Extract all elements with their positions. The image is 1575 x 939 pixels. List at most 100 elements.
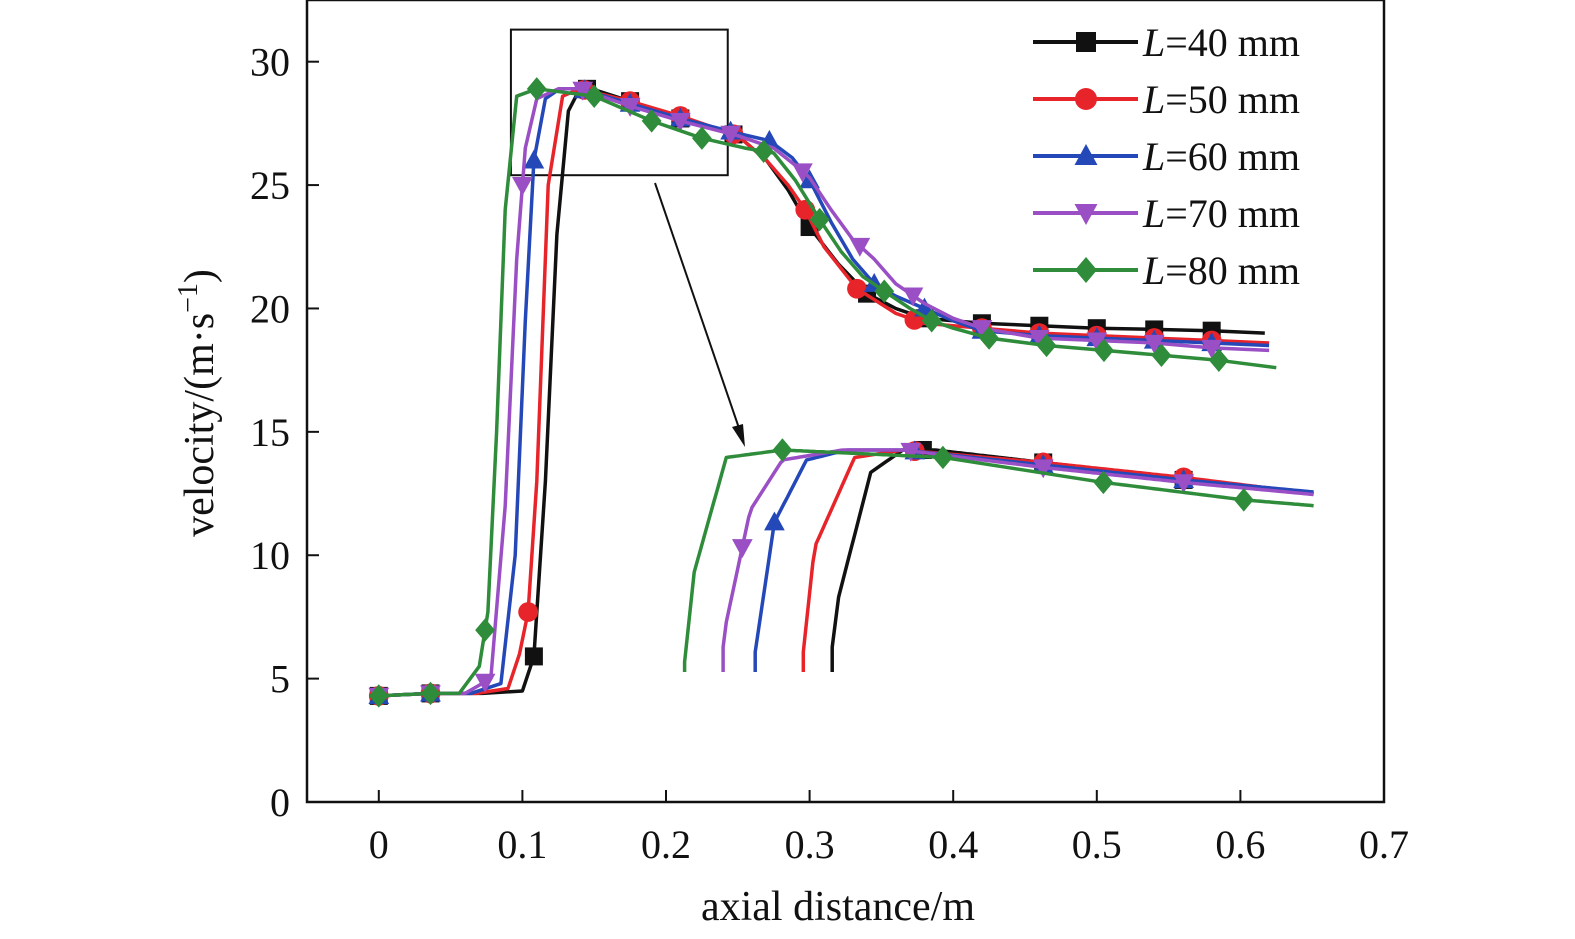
legend-label-variable: L (1142, 20, 1165, 65)
series-line (378, 87, 1270, 698)
data-point (1036, 333, 1057, 358)
y-tick-label: 30 (250, 40, 290, 85)
legend-label-variable: L (1142, 134, 1165, 179)
inset-series-line (753, 448, 1314, 672)
inset-series (753, 440, 1314, 672)
legend-marker (1074, 204, 1098, 225)
data-point (849, 237, 871, 257)
legend-marker (1075, 88, 1097, 110)
data-point (692, 126, 712, 150)
legend-label-value: =70 mm (1165, 191, 1300, 236)
series-40mm (369, 79, 1265, 705)
inset-data-point (772, 438, 793, 462)
x-tick-label: 0 (369, 822, 389, 867)
data-point (1094, 338, 1114, 363)
ticks: 0 0.1 0.2 0.3 0.4 0.5 0.6 0.7 0 5 10 15 20 25 30 (250, 40, 1409, 867)
series-line (378, 87, 1277, 698)
data-point (518, 602, 539, 622)
legend-label-variable: L (1142, 77, 1165, 122)
data-point (526, 77, 547, 101)
legend-label: L=40 mm (1142, 20, 1300, 65)
legend-marker (1076, 32, 1096, 52)
legend-label-variable: L (1142, 191, 1165, 236)
legend-label-value: =60 mm (1165, 134, 1300, 179)
legend-marker (1074, 144, 1098, 165)
data-point (524, 647, 543, 666)
inset-data-point (1233, 488, 1254, 512)
inset-series (721, 442, 1314, 672)
data-point (512, 176, 533, 196)
data-point (979, 326, 999, 350)
data-point (641, 109, 662, 133)
data-point (619, 98, 641, 117)
zoom-arrow-head (732, 424, 745, 447)
data-point (474, 673, 496, 693)
y-tick-label: 15 (250, 410, 290, 455)
series-50mm (368, 79, 1270, 706)
legend-label-value: =80 mm (1165, 248, 1300, 293)
legend-label: L=70 mm (1142, 191, 1300, 236)
data-point (523, 149, 545, 169)
y-tick-label: 20 (250, 286, 290, 331)
data-point (792, 163, 813, 183)
y-tick-label: 25 (250, 163, 290, 208)
series-80mm (368, 77, 1277, 708)
zoom-region-box (509, 28, 729, 177)
legend-item: L=50 mm (1033, 77, 1300, 122)
zoom-arrow (654, 182, 742, 435)
series-70mm (368, 81, 1270, 707)
x-tick-label: 0.6 (1215, 822, 1265, 867)
inset-data-point (731, 539, 753, 559)
series-line (378, 87, 1270, 698)
data-point (1029, 329, 1050, 349)
legend-label: L=80 mm (1142, 248, 1300, 293)
data-point (1143, 334, 1165, 354)
legend-marker (1075, 257, 1097, 283)
data-point (720, 125, 741, 145)
inset-data-point (933, 445, 953, 470)
inset-data-point (1173, 474, 1194, 494)
legend-label: L=60 mm (1142, 134, 1300, 179)
legend-item: L=80 mm (1033, 248, 1300, 293)
inset-zoom (509, 28, 1314, 672)
data-point (420, 681, 441, 706)
legend-label-value: =40 mm (1165, 20, 1300, 65)
series-line (378, 87, 1270, 698)
data-point (475, 618, 495, 642)
series-60mm (368, 79, 1270, 704)
y-tick-label: 5 (270, 657, 290, 702)
legend-label: L=50 mm (1142, 77, 1300, 122)
inset-data-point (900, 442, 922, 462)
inset-series (682, 438, 1314, 672)
inset-data-point (764, 511, 785, 531)
data-point (584, 84, 605, 108)
data-point (753, 139, 774, 163)
data-point (1201, 339, 1223, 359)
inset-data-point (1093, 470, 1114, 495)
inset-series-line (721, 448, 1314, 672)
data-point (1086, 332, 1108, 352)
x-tick-label: 0.2 (641, 822, 691, 867)
legend-item: L=40 mm (1033, 20, 1300, 65)
legend-label-value: =50 mm (1165, 77, 1300, 122)
data-point (1208, 348, 1229, 372)
series-layer (368, 77, 1277, 708)
data-point (809, 207, 830, 232)
y-axis-label: velocity/(m·s−1) (173, 269, 223, 537)
data-point (572, 81, 594, 101)
data-point (368, 684, 389, 708)
inset-series (830, 440, 1314, 672)
y-tick-label: 0 (270, 780, 290, 825)
x-tick-label: 0.1 (497, 822, 547, 867)
data-point (902, 287, 924, 307)
legend-item: L=70 mm (1033, 191, 1300, 236)
legend-item: L=60 mm (1033, 134, 1300, 179)
data-point (971, 320, 993, 340)
data-point (921, 309, 942, 333)
x-axis-label: axial distance/m (701, 884, 975, 930)
y-tick-label: 10 (250, 533, 290, 578)
data-point (847, 278, 867, 299)
x-tick-label: 0.3 (785, 822, 835, 867)
legend: L=40 mmL=50 mmL=60 mmL=70 mmL=80 mm (1033, 20, 1300, 293)
